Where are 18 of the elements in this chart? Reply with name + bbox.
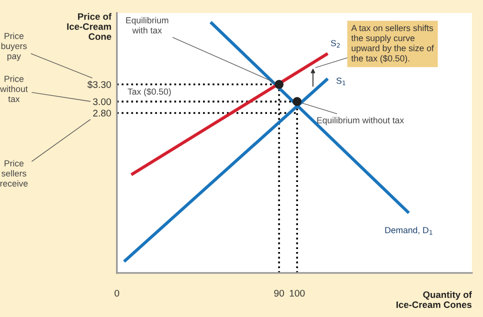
annotation: Equilibrium without tax (317, 116, 404, 126)
annotation: Tax ($0.50) (128, 88, 171, 96)
text: Price sellers receive (0, 160, 28, 187)
text: Demand, D$_{1}$ (385, 226, 432, 235)
y-tick-label: 2.80 (93, 110, 111, 117)
text: Price without tax (0, 76, 28, 102)
annotation: A tax on sellers shifts the supply curve upward by the size of the tax ($0.50). (351, 24, 434, 64)
x-axis-title: Quantity of Ice-Cream Cones (396, 291, 472, 308)
y-tick-label: $3.30 (87, 80, 111, 89)
x-tick-label: 100 (290, 290, 305, 297)
annotation: Equilibrium with tax (126, 16, 168, 34)
series-label: S$_{1}$ (336, 78, 346, 86)
x-tick-label: 90 (274, 290, 284, 297)
series-label: S$_{2}$ (330, 40, 340, 48)
x-tick-label: 0 (114, 290, 120, 297)
y-tick-label: 3.00 (93, 98, 111, 106)
text: Price buyers pay (1, 32, 27, 61)
y-axis-title: Price of Ice-Cream Cone (67, 12, 112, 40)
